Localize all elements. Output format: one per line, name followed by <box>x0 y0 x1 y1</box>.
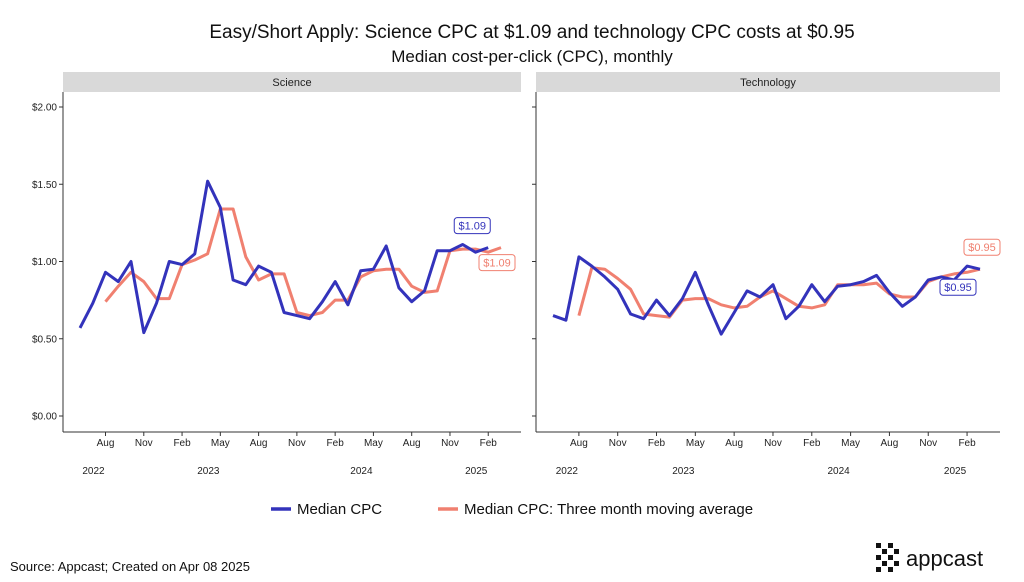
year-label: 2023 <box>672 466 695 477</box>
y-tick-label: $1.00 <box>32 257 57 268</box>
y-tick-label: $2.00 <box>32 103 57 114</box>
logo-dot <box>876 567 881 572</box>
x-tick-label: Aug <box>570 438 588 449</box>
end-label-text: $0.95 <box>944 282 972 294</box>
legend-item-moving-average: Median CPC: Three month moving average <box>438 501 753 518</box>
x-tick-label: Feb <box>648 438 666 449</box>
x-tick-label: Feb <box>173 438 191 449</box>
x-tick-label: Aug <box>403 438 421 449</box>
x-tick-label: May <box>841 438 860 449</box>
year-label: 2024 <box>350 466 373 477</box>
x-tick-label: May <box>211 438 230 449</box>
end-label-text: $1.09 <box>458 221 486 233</box>
end-label-box <box>478 254 516 272</box>
x-tick-label: Nov <box>609 438 627 449</box>
facet-strip-label: Technology <box>740 77 796 89</box>
x-tick-label: Feb <box>803 438 821 449</box>
end-label-moving-average: $0.95 <box>963 238 1001 256</box>
x-tick-label: Feb <box>480 438 498 449</box>
series-line-median-cpc <box>552 255 981 336</box>
year-label: 2022 <box>82 466 105 477</box>
logo-dot <box>894 549 899 554</box>
year-label: 2024 <box>827 466 850 477</box>
appcast-logo-text: appcast <box>906 546 983 571</box>
x-tick-label: Feb <box>958 438 976 449</box>
logo-dot <box>876 543 881 548</box>
series-line-median-cpc <box>78 179 489 335</box>
facet-strip <box>536 72 1000 92</box>
end-label-box <box>939 278 977 296</box>
legend: Median CPC Median CPC: Three month moving… <box>271 501 753 518</box>
legend-label: Median CPC <box>297 501 382 518</box>
facet-strip-label: Science <box>272 77 311 89</box>
year-label: 2023 <box>197 466 220 477</box>
x-tick-label: Nov <box>919 438 937 449</box>
x-tick-label: Aug <box>881 438 899 449</box>
end-label-median-cpc: $0.95 <box>939 278 977 296</box>
year-label: 2022 <box>556 466 579 477</box>
end-label-median-cpc: $1.09 <box>453 217 491 235</box>
appcast-logo-icon <box>876 543 899 572</box>
logo-dot <box>888 555 893 560</box>
panel-technology: Technology Aug Nov Feb May Aug Nov Feb May Aug Nov… <box>532 72 1001 477</box>
x-tick-label: May <box>686 438 705 449</box>
end-label-box <box>963 238 1001 256</box>
logo-dot <box>888 567 893 572</box>
end-label-moving-average: $1.09 <box>478 254 516 272</box>
chart-title: Easy/Short Apply: Science CPC at $1.09 a… <box>209 22 854 43</box>
series-line-moving-average <box>104 207 502 318</box>
legend-label: Median CPC: Three month moving average <box>464 501 753 518</box>
x-tick-label: Feb <box>327 438 345 449</box>
appcast-logo: appcast <box>876 543 983 572</box>
x-tick-label: Aug <box>725 438 743 449</box>
chart-subtitle: Median cost-per-click (CPC), monthly <box>391 47 673 66</box>
logo-dot <box>882 549 887 554</box>
source-note: Source: Appcast; Created on Apr 08 2025 <box>10 559 250 574</box>
x-tick-label: Nov <box>288 438 306 449</box>
x-tick-label: Nov <box>441 438 459 449</box>
year-label: 2025 <box>465 466 488 477</box>
facet-panels: Science $0.00 $0.50 $1.00 $1.50 $2.00 Aug Nov Fe… <box>32 72 1001 477</box>
end-label-box <box>453 217 491 235</box>
legend-item-median-cpc: Median CPC <box>271 501 382 518</box>
panel-science: Science $0.00 $0.50 $1.00 $1.50 $2.00 Aug Nov Fe… <box>32 72 521 477</box>
end-label-text: $1.09 <box>483 258 511 270</box>
logo-dot <box>888 543 893 548</box>
x-tick-label: May <box>364 438 383 449</box>
year-label: 2025 <box>944 466 967 477</box>
y-tick-label: $0.00 <box>32 412 57 423</box>
y-tick-label: $0.50 <box>32 334 57 345</box>
logo-dot <box>876 555 881 560</box>
facet-strip <box>63 72 521 92</box>
x-tick-label: Nov <box>135 438 153 449</box>
logo-dot <box>894 561 899 566</box>
x-tick-label: Nov <box>764 438 782 449</box>
end-label-text: $0.95 <box>968 242 996 254</box>
y-tick-label: $1.50 <box>32 180 57 191</box>
logo-dot <box>882 561 887 566</box>
x-tick-label: Aug <box>250 438 268 449</box>
x-tick-label: Aug <box>97 438 115 449</box>
